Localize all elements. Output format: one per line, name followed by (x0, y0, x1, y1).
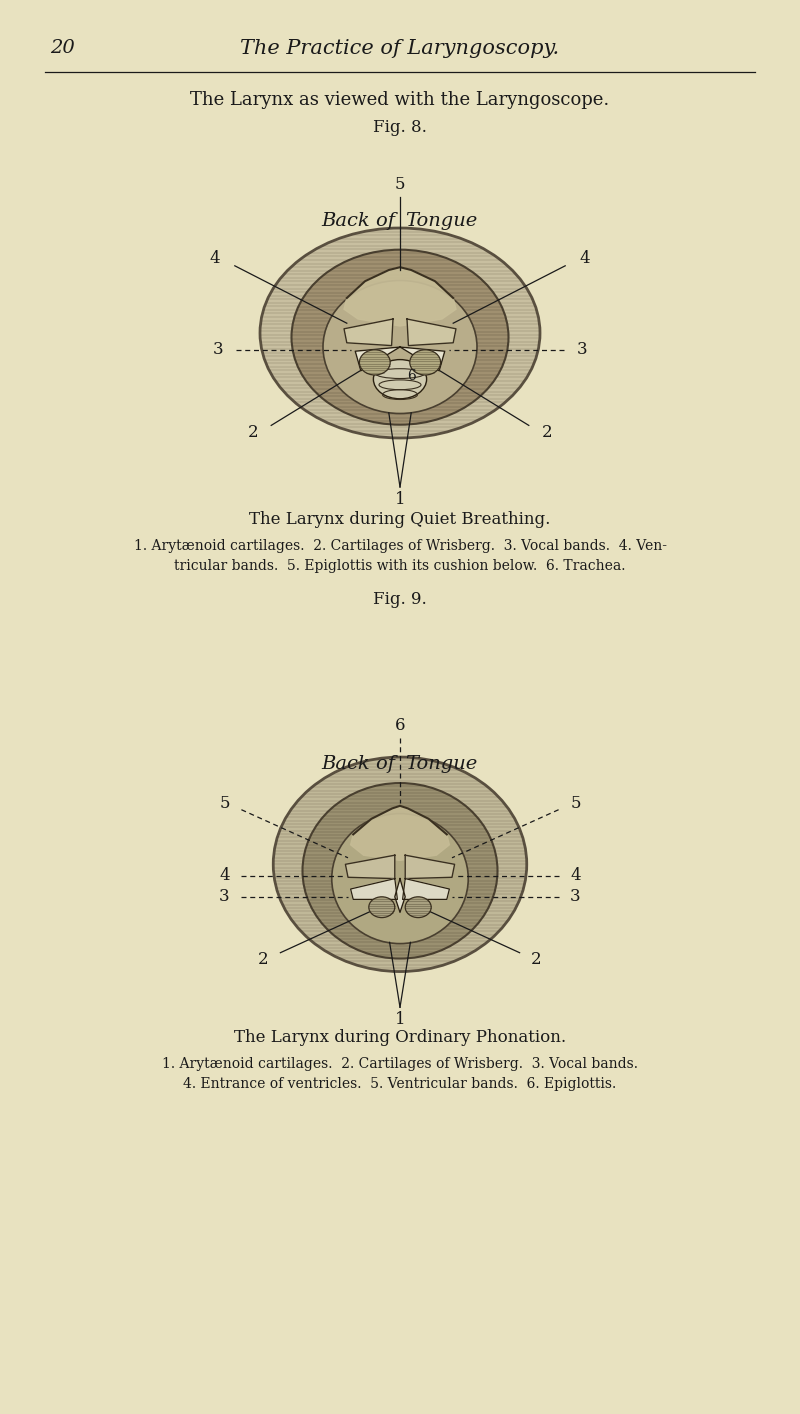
Text: 1: 1 (394, 491, 406, 508)
Text: Back of: Back of (321, 212, 395, 230)
Text: The Practice of Laryngoscopy.: The Practice of Laryngoscopy. (241, 38, 559, 58)
Text: Fig. 8.: Fig. 8. (373, 120, 427, 137)
Text: 4: 4 (219, 868, 230, 885)
Ellipse shape (405, 896, 431, 918)
Text: 6: 6 (394, 717, 406, 734)
Text: 2: 2 (258, 950, 269, 967)
Ellipse shape (291, 250, 509, 424)
Polygon shape (350, 878, 398, 899)
Text: 2: 2 (248, 424, 258, 441)
Text: 1. Arytænoid cartilages.  2. Cartilages of Wrisberg.  3. Vocal bands.: 1. Arytænoid cartilages. 2. Cartilages o… (162, 1058, 638, 1072)
Text: Tongue: Tongue (405, 212, 478, 230)
Ellipse shape (332, 813, 468, 943)
Ellipse shape (323, 280, 477, 413)
Text: 4: 4 (579, 250, 590, 267)
Text: 3: 3 (213, 341, 223, 358)
Text: 2: 2 (542, 424, 552, 441)
Text: 1. Arytænoid cartilages.  2. Cartilages of Wrisberg.  3. Vocal bands.  4. Ven-: 1. Arytænoid cartilages. 2. Cartilages o… (134, 539, 666, 553)
Text: Back of: Back of (321, 755, 395, 773)
Text: 2: 2 (531, 950, 542, 967)
Polygon shape (395, 878, 405, 912)
Polygon shape (344, 320, 393, 345)
Text: 3: 3 (219, 888, 230, 905)
Polygon shape (407, 320, 456, 345)
Text: Fig. 9.: Fig. 9. (373, 591, 427, 608)
Polygon shape (350, 806, 450, 860)
Text: The Larynx during Ordinary Phonation.: The Larynx during Ordinary Phonation. (234, 1029, 566, 1046)
Polygon shape (402, 878, 450, 899)
Polygon shape (355, 346, 400, 370)
Polygon shape (400, 346, 445, 370)
Text: 1: 1 (394, 1011, 406, 1028)
Ellipse shape (359, 349, 390, 375)
Text: 5: 5 (219, 795, 230, 812)
Text: 3: 3 (570, 888, 581, 905)
Ellipse shape (374, 359, 426, 399)
Text: tricular bands.  5. Epiglottis with its cushion below.  6. Trachea.: tricular bands. 5. Epiglottis with its c… (174, 559, 626, 573)
Polygon shape (346, 855, 395, 878)
Ellipse shape (274, 756, 526, 971)
Ellipse shape (302, 783, 498, 959)
Text: Tongue: Tongue (405, 755, 478, 773)
Text: 5: 5 (394, 175, 406, 192)
Ellipse shape (369, 896, 395, 918)
Ellipse shape (410, 349, 441, 375)
Text: 4: 4 (570, 868, 581, 885)
Text: 4. Entrance of ventricles.  5. Ventricular bands.  6. Epiglottis.: 4. Entrance of ventricles. 5. Ventricula… (183, 1077, 617, 1092)
Polygon shape (405, 855, 454, 878)
Text: 5: 5 (570, 795, 581, 812)
Text: The Larynx as viewed with the Laryngoscope.: The Larynx as viewed with the Laryngosco… (190, 90, 610, 109)
Polygon shape (344, 267, 456, 327)
Text: 20: 20 (50, 40, 74, 57)
Text: The Larynx during Quiet Breathing.: The Larynx during Quiet Breathing. (250, 510, 550, 527)
Text: 3: 3 (577, 341, 587, 358)
Text: 4: 4 (210, 250, 221, 267)
Ellipse shape (260, 228, 540, 438)
Text: 6: 6 (407, 369, 415, 383)
